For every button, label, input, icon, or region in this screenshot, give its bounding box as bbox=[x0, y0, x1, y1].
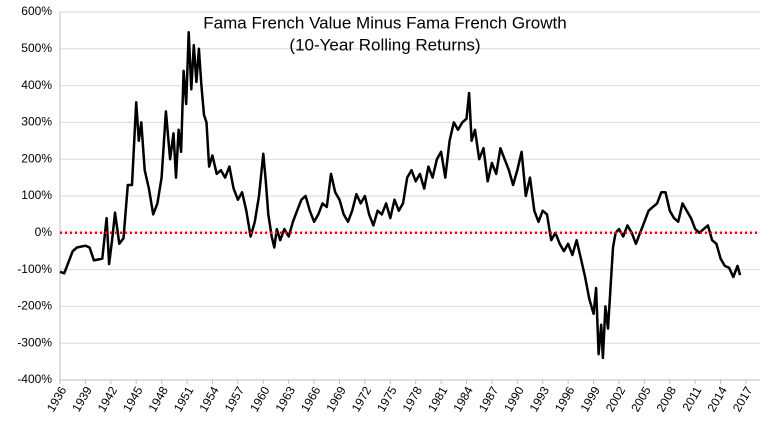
chart-subtitle: (10-Year Rolling Returns) bbox=[289, 35, 480, 54]
y-tick-label: 500% bbox=[21, 41, 52, 55]
x-tick-label: 2008 bbox=[654, 384, 680, 414]
y-tick-label: -200% bbox=[17, 299, 52, 313]
x-tick-label: 1963 bbox=[273, 384, 299, 414]
y-tick-label: 0% bbox=[35, 225, 53, 239]
x-tick-label: 1981 bbox=[425, 384, 451, 414]
x-tick-label: 1999 bbox=[577, 384, 603, 414]
x-tick-label: 1954 bbox=[196, 384, 222, 414]
x-tick-label: 2011 bbox=[679, 384, 704, 414]
x-tick-label: 1936 bbox=[44, 384, 70, 414]
y-tick-label: -400% bbox=[17, 372, 52, 386]
x-tick-label: 1942 bbox=[95, 384, 121, 414]
x-tick-label: 2005 bbox=[628, 384, 654, 414]
x-tick-label: 1945 bbox=[120, 384, 146, 414]
x-tick-label: 1951 bbox=[171, 384, 197, 414]
y-tick-label: 100% bbox=[21, 188, 52, 202]
chart-title: Fama French Value Minus Fama French Grow… bbox=[203, 13, 566, 32]
x-tick-label: 1996 bbox=[552, 384, 578, 414]
y-tick-label: -300% bbox=[17, 335, 52, 349]
x-tick-label: 2002 bbox=[603, 384, 629, 414]
y-tick-label: 300% bbox=[21, 115, 52, 129]
x-tick-label: 1957 bbox=[222, 384, 248, 414]
y-tick-label: 400% bbox=[21, 78, 52, 92]
y-tick-label: -100% bbox=[17, 262, 52, 276]
x-tick-label: 1990 bbox=[501, 384, 527, 414]
x-tick-label: 1960 bbox=[247, 384, 273, 414]
x-tick-label: 1969 bbox=[323, 384, 349, 414]
x-tick-label: 1993 bbox=[527, 384, 553, 414]
x-tick-label: 1972 bbox=[349, 384, 375, 414]
x-tick-label: 1966 bbox=[298, 384, 324, 414]
x-tick-label: 2017 bbox=[730, 384, 756, 414]
x-tick-label: 1987 bbox=[476, 384, 502, 414]
x-tick-label: 1975 bbox=[374, 384, 400, 414]
x-tick-label: 1948 bbox=[145, 384, 171, 414]
y-tick-label: 600% bbox=[21, 4, 52, 18]
x-tick-label: 1939 bbox=[69, 384, 95, 414]
y-tick-label: 200% bbox=[21, 151, 52, 165]
x-tick-label: 1984 bbox=[450, 384, 476, 414]
line-series bbox=[59, 30, 742, 360]
x-tick-label: 2014 bbox=[704, 384, 730, 414]
x-tick-label: 1978 bbox=[400, 384, 426, 414]
